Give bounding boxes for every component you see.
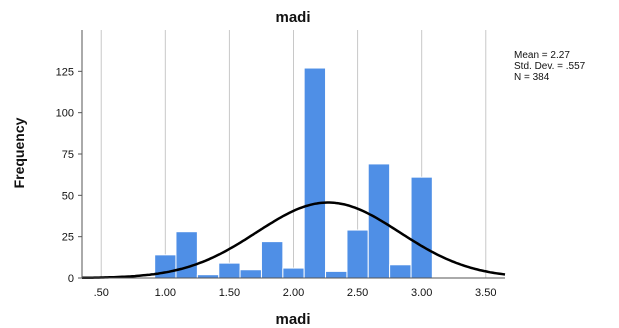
histogram-bar-5: [260, 241, 284, 279]
x-tick-label-6: 3.50: [475, 287, 496, 299]
histogram-bar-1: [175, 231, 198, 279]
histogram-bar-9: [346, 229, 369, 279]
histogram-bar-3: [218, 262, 241, 279]
y-tick-label-1: 25: [62, 232, 74, 244]
histogram-bar-12: [410, 176, 433, 279]
x-tick-label-2: 1.50: [219, 287, 240, 299]
y-tick-label-0: 0: [68, 273, 74, 285]
histogram-bar-6: [282, 267, 305, 279]
stats-mean: Mean = 2.27: [514, 50, 570, 61]
bars: [154, 67, 433, 279]
histogram-bar-10: [367, 163, 391, 279]
stats-std-dev: Std. Dev. = .557: [514, 61, 586, 72]
x-tick-label-4: 2.50: [347, 287, 368, 299]
normal-curve: [82, 201, 506, 280]
y-axis-label: Frequency: [11, 117, 27, 188]
x-tick-label-5: 3.00: [411, 287, 432, 299]
x-tick-labels: .50 1.00 1.50 2.00 2.50 3.00 3.50: [94, 287, 497, 299]
gridlines: [100, 30, 487, 278]
y-tick-label-4: 100: [56, 108, 74, 120]
stats-n: N = 384: [514, 72, 550, 83]
histogram-bar-8: [325, 270, 348, 279]
histogram-bar-4: [239, 269, 262, 279]
histogram-bar-11: [389, 264, 412, 279]
y-tick-label-2: 50: [62, 190, 74, 202]
stats-box: Mean = 2.27 Std. Dev. = .557 N = 384: [514, 50, 585, 83]
x-tick-label-0: .50: [94, 287, 109, 299]
x-tick-label-3: 2.00: [283, 287, 304, 299]
y-tick-label-3: 75: [62, 149, 74, 161]
chart-title: madi: [275, 9, 310, 26]
y-tick-labels: 0 25 50 75 100 125: [56, 66, 82, 285]
x-tick-label-1: 1.00: [155, 287, 176, 299]
histogram-bar-7: [303, 67, 327, 279]
x-axis-label: madi: [275, 311, 310, 328]
y-tick-label-5: 125: [56, 66, 74, 78]
